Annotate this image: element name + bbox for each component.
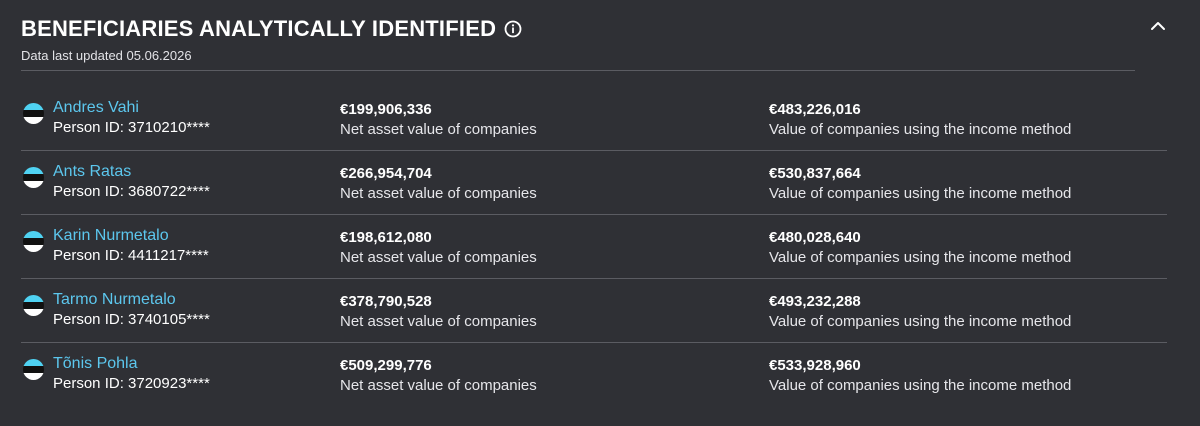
net-asset-value: €198,612,080 <box>340 229 432 246</box>
estonia-flag-icon <box>23 167 44 188</box>
data-updated-text: Data last updated 05.06.2026 <box>21 48 192 63</box>
net-asset-value: €378,790,528 <box>340 293 432 310</box>
person-id: Person ID: 3710210**** <box>53 119 210 136</box>
income-method-label: Value of companies using the income meth… <box>769 377 1072 394</box>
panel-header: BENEFICIARIES ANALYTICALLY IDENTIFIED Da… <box>21 14 1135 71</box>
net-asset-metric: €198,612,080 Net asset value of companie… <box>340 228 537 268</box>
estonia-flag-icon <box>23 103 44 124</box>
income-method-label: Value of companies using the income meth… <box>769 313 1072 330</box>
beneficiary-row: Ants Ratas Person ID: 3680722**** €266,9… <box>21 151 1167 215</box>
net-asset-metric: €266,954,704 Net asset value of companie… <box>340 164 537 204</box>
chevron-up-icon[interactable] <box>1148 16 1168 36</box>
income-method-label: Value of companies using the income meth… <box>769 121 1072 138</box>
net-asset-metric: €378,790,528 Net asset value of companie… <box>340 292 537 332</box>
net-asset-value: €509,299,776 <box>340 357 432 374</box>
net-asset-label: Net asset value of companies <box>340 121 537 138</box>
beneficiary-row: Tarmo Nurmetalo Person ID: 3740105**** €… <box>21 279 1167 343</box>
beneficiary-row: Tõnis Pohla Person ID: 3720923**** €509,… <box>21 343 1167 406</box>
info-circle-icon[interactable] <box>504 20 522 38</box>
person-info: Ants Ratas Person ID: 3680722**** <box>53 162 210 202</box>
estonia-flag-icon <box>23 295 44 316</box>
person-id: Person ID: 3720923**** <box>53 375 210 392</box>
income-method-metric: €480,028,640 Value of companies using th… <box>769 228 1071 268</box>
income-method-value: €533,928,960 <box>769 357 861 374</box>
income-method-metric: €533,928,960 Value of companies using th… <box>769 356 1071 396</box>
income-method-label: Value of companies using the income meth… <box>769 249 1072 266</box>
beneficiary-name-link[interactable]: Tarmo Nurmetalo <box>53 291 176 308</box>
person-id: Person ID: 3740105**** <box>53 311 210 328</box>
estonia-flag-icon <box>23 359 44 380</box>
income-method-label: Value of companies using the income meth… <box>769 185 1072 202</box>
net-asset-value: €199,906,336 <box>340 101 432 118</box>
title-row: BENEFICIARIES ANALYTICALLY IDENTIFIED <box>21 14 1135 44</box>
income-method-metric: €530,837,664 Value of companies using th… <box>769 164 1071 204</box>
net-asset-label: Net asset value of companies <box>340 185 537 202</box>
person-info: Tõnis Pohla Person ID: 3720923**** <box>53 354 210 394</box>
income-method-value: €530,837,664 <box>769 165 861 182</box>
beneficiary-row: Andres Vahi Person ID: 3710210**** €199,… <box>21 87 1167 151</box>
person-id: Person ID: 3680722**** <box>53 183 210 200</box>
beneficiary-list: Andres Vahi Person ID: 3710210**** €199,… <box>21 87 1167 406</box>
income-method-value: €480,028,640 <box>769 229 861 246</box>
net-asset-label: Net asset value of companies <box>340 313 537 330</box>
net-asset-value: €266,954,704 <box>340 165 432 182</box>
estonia-flag-icon <box>23 231 44 252</box>
income-method-value: €493,232,288 <box>769 293 861 310</box>
beneficiary-name-link[interactable]: Karin Nurmetalo <box>53 227 169 244</box>
income-method-metric: €493,232,288 Value of companies using th… <box>769 292 1071 332</box>
income-method-metric: €483,226,016 Value of companies using th… <box>769 100 1071 140</box>
net-asset-metric: €509,299,776 Net asset value of companie… <box>340 356 537 396</box>
person-info: Andres Vahi Person ID: 3710210**** <box>53 98 210 138</box>
person-info: Tarmo Nurmetalo Person ID: 3740105**** <box>53 290 210 330</box>
net-asset-label: Net asset value of companies <box>340 377 537 394</box>
beneficiary-name-link[interactable]: Ants Ratas <box>53 163 132 180</box>
person-info: Karin Nurmetalo Person ID: 4411217**** <box>53 226 209 266</box>
beneficiary-name-link[interactable]: Tõnis Pohla <box>53 355 138 372</box>
beneficiary-name-link[interactable]: Andres Vahi <box>53 99 139 116</box>
panel-title: BENEFICIARIES ANALYTICALLY IDENTIFIED <box>21 16 497 41</box>
person-id: Person ID: 4411217**** <box>53 247 209 264</box>
net-asset-metric: €199,906,336 Net asset value of companie… <box>340 100 537 140</box>
net-asset-label: Net asset value of companies <box>340 249 537 266</box>
beneficiary-row: Karin Nurmetalo Person ID: 4411217**** €… <box>21 215 1167 279</box>
income-method-value: €483,226,016 <box>769 101 861 118</box>
